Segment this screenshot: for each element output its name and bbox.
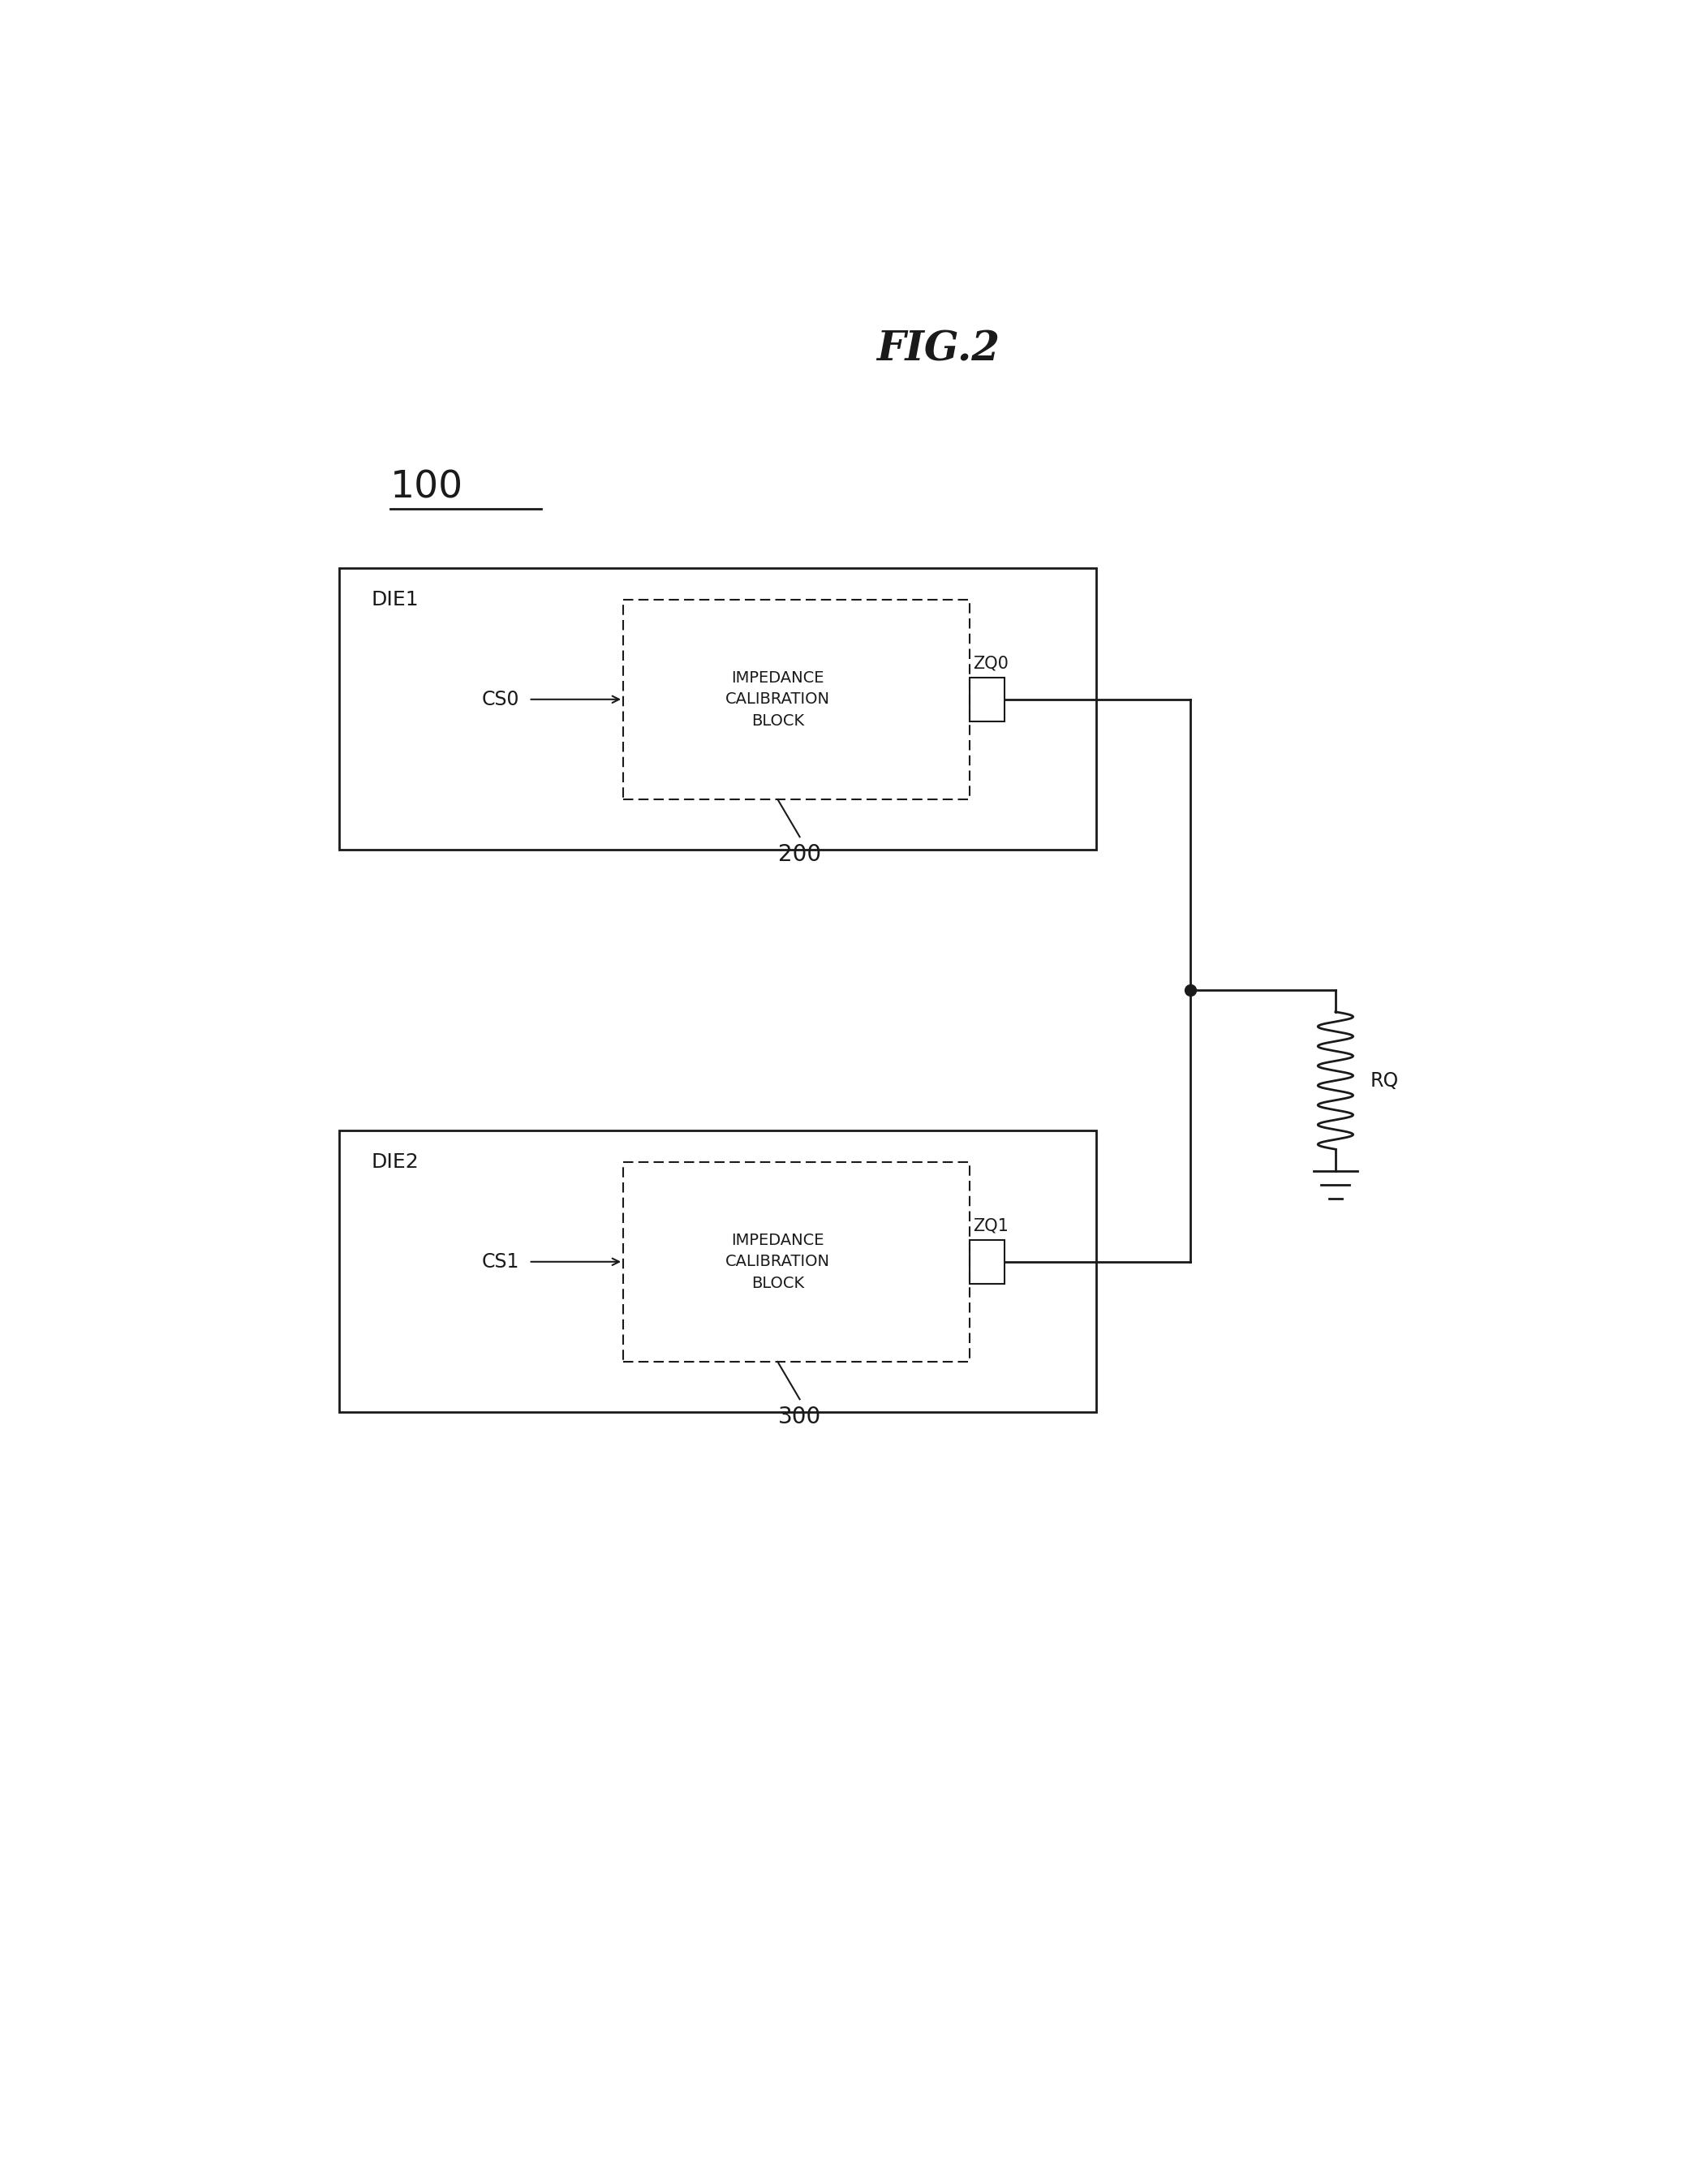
Text: CS0: CS0	[482, 690, 519, 709]
Text: DIE2: DIE2	[371, 1153, 418, 1172]
Text: FIG.2: FIG.2	[876, 330, 1001, 369]
Text: CS1: CS1	[482, 1253, 519, 1271]
Text: 100: 100	[389, 469, 463, 506]
Bar	[970, 1240, 1004, 1284]
Bar	[340, 568, 1097, 849]
Bar	[340, 1131, 1097, 1412]
Text: IMPEDANCE
CALIBRATION
BLOCK: IMPEDANCE CALIBRATION BLOCK	[726, 670, 830, 729]
Text: 300: 300	[779, 1406, 822, 1428]
Text: ZQ1: ZQ1	[974, 1218, 1009, 1233]
Bar	[623, 1161, 970, 1362]
Text: ZQ0: ZQ0	[974, 655, 1009, 670]
Text: RQ: RQ	[1370, 1072, 1399, 1089]
Text: IMPEDANCE
CALIBRATION
BLOCK: IMPEDANCE CALIBRATION BLOCK	[726, 1233, 830, 1290]
Bar	[623, 600, 970, 799]
Text: DIE1: DIE1	[371, 589, 418, 609]
Bar	[970, 677, 1004, 720]
Text: 200: 200	[779, 843, 822, 867]
